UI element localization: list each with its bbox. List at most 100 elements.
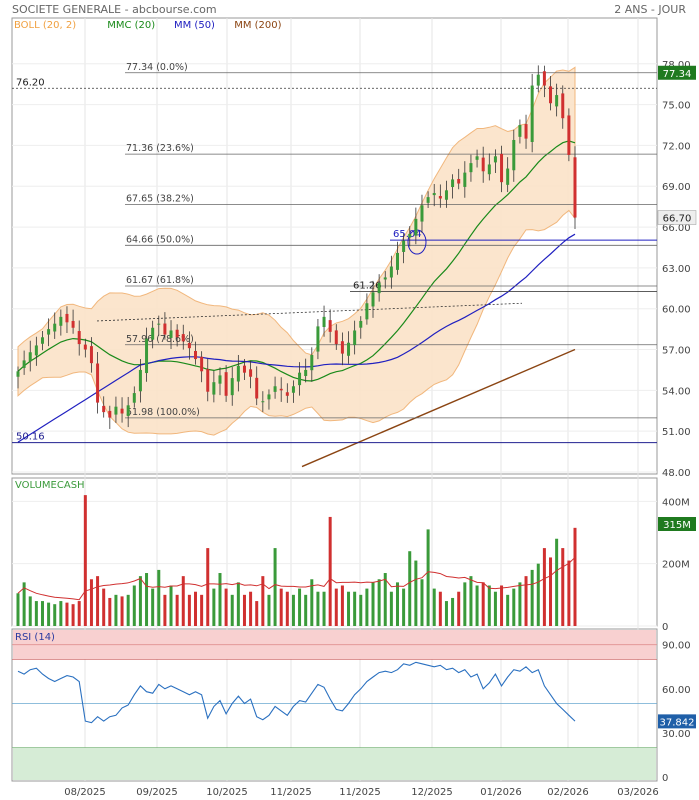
x-tick-label: 08/2025 [64, 787, 106, 798]
volume-bar [561, 548, 565, 626]
volume-bar [267, 594, 271, 626]
volume-bar [506, 594, 510, 626]
volume-badge [658, 517, 696, 531]
support-label: 50.16 [16, 432, 45, 443]
volume-bar [34, 601, 38, 626]
candle-body [414, 218, 418, 236]
y-tick-label: 63.00 [662, 264, 691, 275]
x-tick-label: 02/2026 [547, 787, 589, 798]
candle-body [236, 365, 240, 382]
rsi-oversold-zone [13, 747, 656, 780]
x-tick-label: 01/2026 [480, 787, 522, 798]
candle-body [304, 369, 308, 376]
volume-bar [132, 585, 136, 626]
candle-body [200, 356, 204, 372]
volume-bar [255, 601, 259, 626]
candle-body [334, 330, 338, 345]
candle-body [549, 86, 553, 104]
level-label: 61.26 [353, 281, 382, 292]
volume-bar [334, 588, 338, 626]
candle-body [420, 205, 424, 222]
volume-bar [340, 585, 344, 626]
candle-body [102, 405, 106, 413]
y-tick-label: 0 [662, 622, 668, 633]
y-tick-label: 66.00 [662, 223, 691, 234]
volume-bar [175, 594, 179, 626]
candle-body [194, 350, 198, 360]
trend-line [96, 302, 523, 322]
candle-body [267, 394, 271, 400]
fibonacci-label: 57.96 (78.6%) [126, 334, 194, 345]
candle-body [322, 316, 326, 327]
candle-body [96, 363, 100, 403]
volume-bar [493, 591, 497, 626]
candle-body [114, 406, 118, 415]
candle-body [255, 377, 259, 399]
chart-title: SOCIETE GENERALE - abcbourse.com [12, 3, 217, 16]
candle-body [40, 337, 44, 344]
candle-body [359, 320, 363, 328]
mmc-20-line [17, 140, 576, 382]
candle-body [328, 320, 332, 332]
x-tick-label: 09/2025 [136, 787, 178, 798]
candle-body [83, 344, 87, 350]
candle-body [206, 369, 210, 392]
volume-bar [40, 601, 44, 626]
volume-bar [108, 597, 112, 626]
current-price-label: 66.70 [663, 214, 692, 225]
fibonacci-label: 51.98 (100.0%) [126, 407, 200, 418]
rsi-line [17, 661, 576, 724]
candle-body [463, 172, 467, 187]
volume-bar [475, 585, 479, 626]
candle-body [53, 323, 57, 332]
candle-body [353, 330, 357, 346]
volume-bar [249, 591, 253, 626]
candle-body [469, 163, 473, 173]
mm-50-line [17, 233, 576, 443]
candle-body [163, 323, 167, 335]
y-tick-label: 72.00 [662, 141, 691, 152]
candle-body [536, 74, 540, 86]
volume-bar [291, 594, 295, 626]
volume-bar [22, 582, 26, 626]
candle-body [230, 378, 234, 396]
y-tick-label: 0 [662, 773, 668, 784]
volume-bar [65, 602, 69, 626]
volume-bar [444, 601, 448, 626]
candle-body [481, 157, 485, 172]
candle-body [59, 316, 63, 326]
y-tick-label: 400M [662, 497, 690, 508]
volume-bar [371, 582, 375, 626]
volume-bar [457, 591, 461, 626]
volume-bar [395, 582, 399, 626]
candle-body [145, 338, 149, 374]
current-price-badge [657, 210, 697, 225]
candle-body [316, 326, 320, 352]
y-tick-label: 54.00 [662, 386, 691, 397]
candle-body [457, 179, 461, 184]
candle-body [34, 345, 38, 356]
volume-bar [408, 551, 412, 626]
candle-body [487, 164, 491, 175]
volume-bar [322, 591, 326, 626]
rsi-badge [658, 714, 696, 729]
volume-bar [542, 548, 546, 626]
volume-bar [310, 579, 314, 626]
chart-period: 2 ANS - JOUR [614, 3, 686, 16]
candle-body [71, 320, 75, 328]
volume-bar [236, 582, 240, 626]
volume-bar [28, 596, 32, 626]
volume-bar [230, 594, 234, 626]
candle-body [340, 341, 344, 354]
candle-body [89, 346, 93, 364]
x-tick-label: 11/2025 [270, 787, 312, 798]
legend-entry: BOLL (20, 2) [14, 20, 76, 31]
volume-bar [194, 591, 198, 626]
volume-bar [530, 569, 534, 626]
y-tick-label: 90.00 [662, 641, 691, 652]
volume-bar [359, 594, 363, 626]
fibonacci-label: 67.65 (38.2%) [126, 194, 194, 205]
volume-bar [206, 548, 210, 626]
candle-body [524, 124, 528, 139]
candle-body [120, 408, 124, 414]
